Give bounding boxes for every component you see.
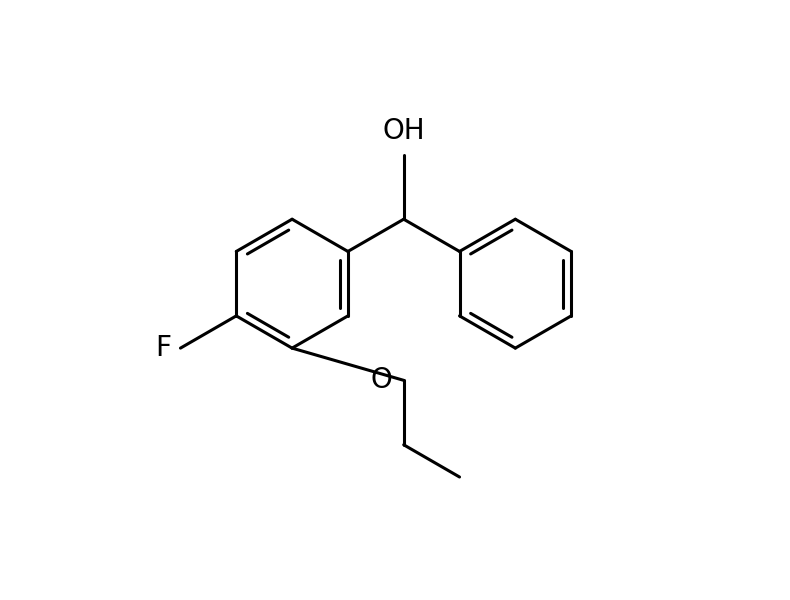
Text: OH: OH bbox=[382, 117, 425, 145]
Text: O: O bbox=[371, 367, 392, 394]
Text: F: F bbox=[155, 334, 171, 362]
